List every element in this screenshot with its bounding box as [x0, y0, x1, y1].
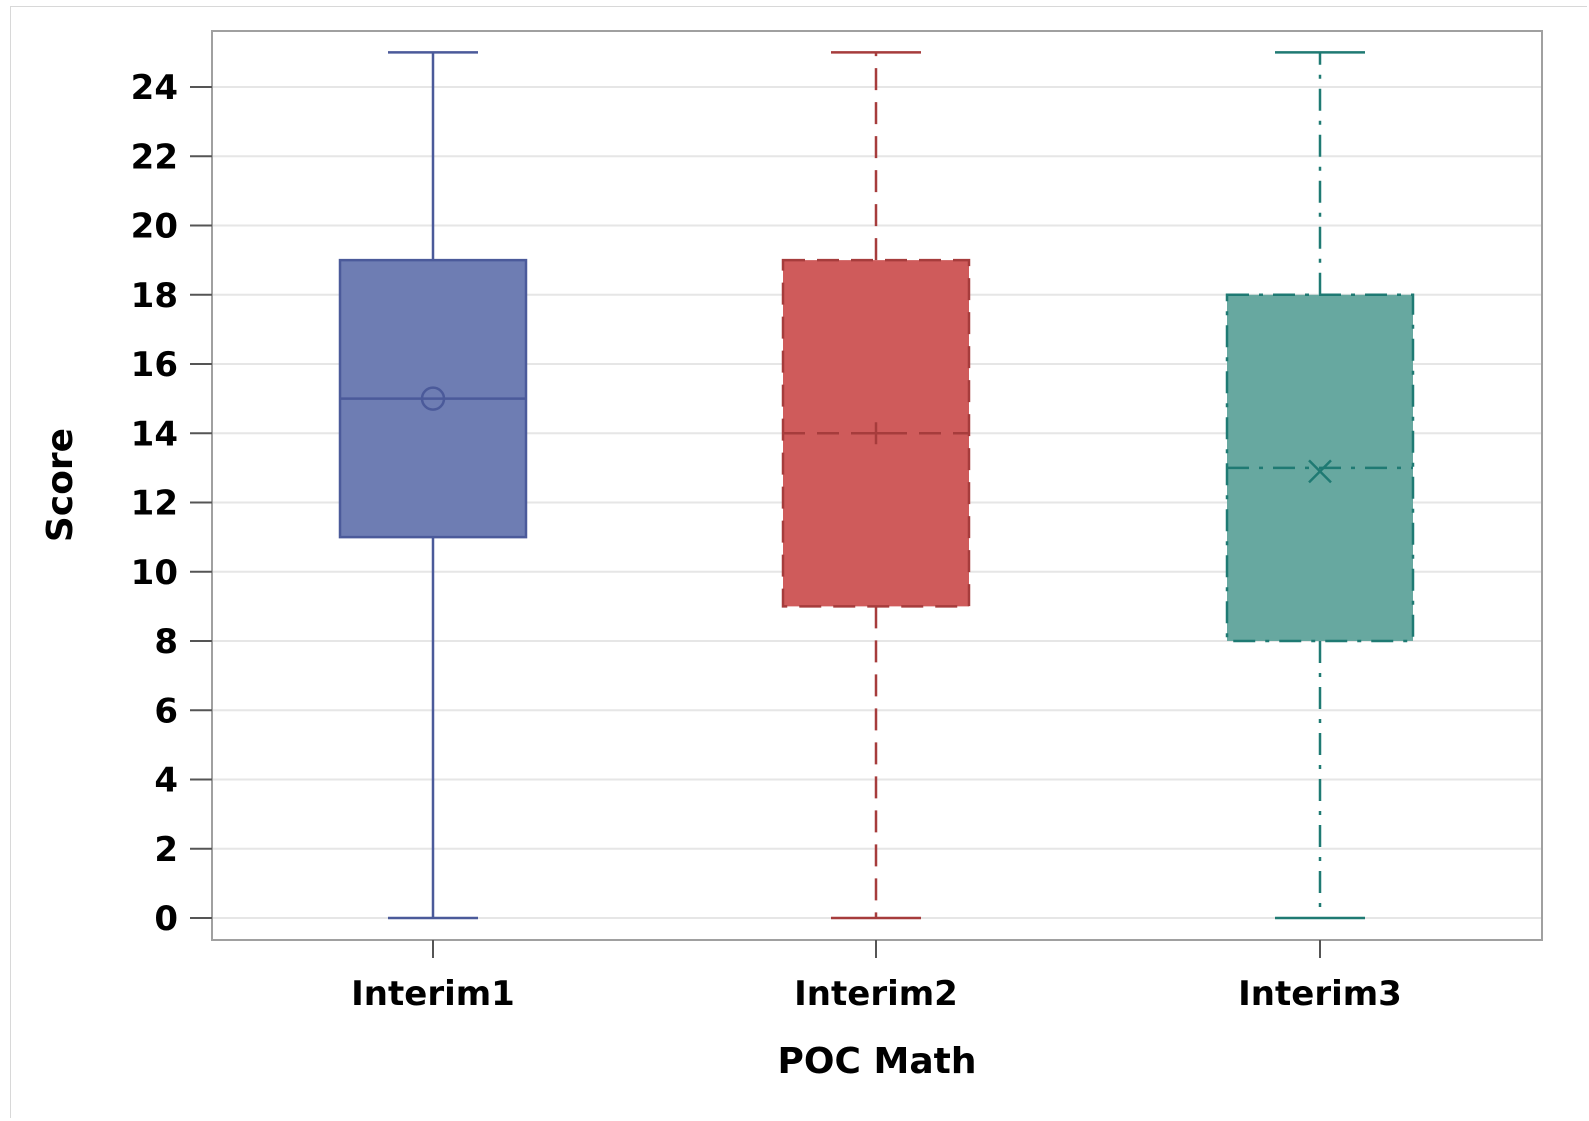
- x-axis-title: POC Math: [778, 1041, 977, 1082]
- y-tick-label: 2: [154, 830, 178, 870]
- mean-marker-b: [1308, 459, 1332, 484]
- x-tick-label: Interim2: [794, 974, 958, 1014]
- y-tick-label: 24: [131, 68, 178, 108]
- x-axis: Interim1 Interim2 Interim3: [351, 940, 1402, 1014]
- y-tick-label: 6: [154, 691, 178, 731]
- y-tick-label: 12: [131, 484, 178, 524]
- y-tick-label: 0: [154, 899, 178, 939]
- y-tick-label: 22: [131, 137, 178, 177]
- box-series: [338, 51, 1415, 920]
- chart-frame: [10, 6, 1587, 1118]
- y-tick-label: 4: [154, 761, 178, 801]
- box-2: [781, 51, 971, 920]
- mean-marker: [1308, 459, 1332, 484]
- y-tick-label: 10: [131, 553, 178, 593]
- mean-marker: [865, 422, 887, 445]
- mean-marker: [420, 386, 446, 411]
- y-tick-label: 8: [154, 622, 178, 662]
- y-tick-label: 18: [131, 276, 178, 316]
- y-tick-label: 14: [131, 414, 178, 454]
- x-tick-label: Interim3: [1238, 974, 1402, 1014]
- y-tick-label: 16: [131, 345, 178, 385]
- y-tick-label: 20: [131, 207, 178, 247]
- box-1: [338, 51, 528, 920]
- x-tick-label: Interim1: [351, 974, 515, 1014]
- box-3: [1225, 51, 1415, 920]
- y-axis-title: Score: [40, 428, 81, 542]
